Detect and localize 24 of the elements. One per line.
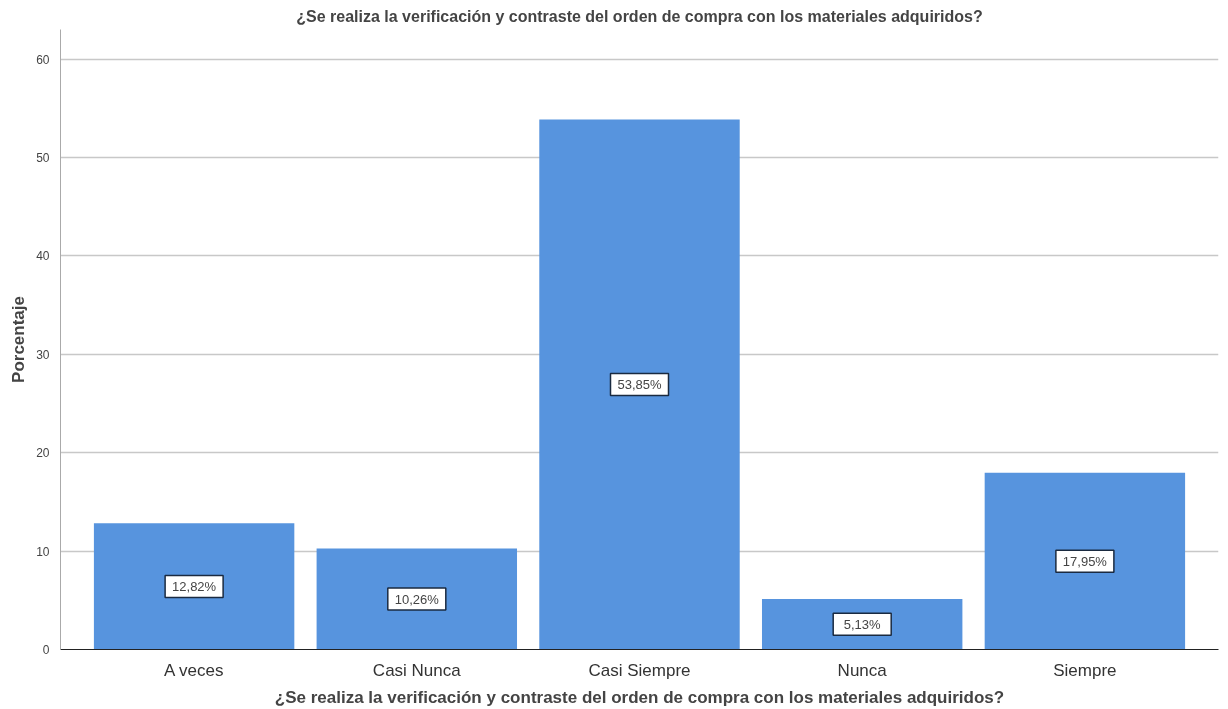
x-tick-label: Casi Nunca: [372, 660, 462, 680]
y-tick-label: 30: [36, 347, 50, 362]
data-label: 17,95%: [1062, 553, 1108, 569]
y-tick-label: 60: [36, 52, 50, 67]
x-tick-label: A veces: [163, 660, 224, 680]
y-tick-label: 50: [36, 150, 50, 165]
y-tick-label: 10: [36, 544, 50, 559]
y-tick-label: 0: [42, 643, 50, 657]
x-tick-label: Nunca: [837, 660, 888, 680]
bar: [984, 472, 1186, 650]
x-axis-title: ¿Se realiza la verificación y contraste del orden de compra con los materiales adquiridos?: [274, 687, 1005, 707]
x-tick-label: Siempre: [1053, 660, 1117, 680]
chart-title: ¿Se realiza la verificación y contraste del orden de compra con los materiales adquiridos?: [296, 7, 983, 25]
y-tick-label: 20: [36, 446, 50, 461]
data-label: 10,26%: [394, 591, 440, 607]
bar: [316, 548, 518, 650]
x-tick-label: Casi Siempre: [588, 660, 691, 680]
bar: [93, 523, 295, 650]
bar: [539, 119, 740, 650]
y-tick-label: 40: [36, 249, 50, 264]
y-axis-title: Porcentaje: [9, 296, 29, 383]
data-label: 53,85%: [617, 377, 662, 393]
data-label: 12,82%: [172, 578, 217, 594]
data-label: 5,13%: [843, 616, 882, 632]
